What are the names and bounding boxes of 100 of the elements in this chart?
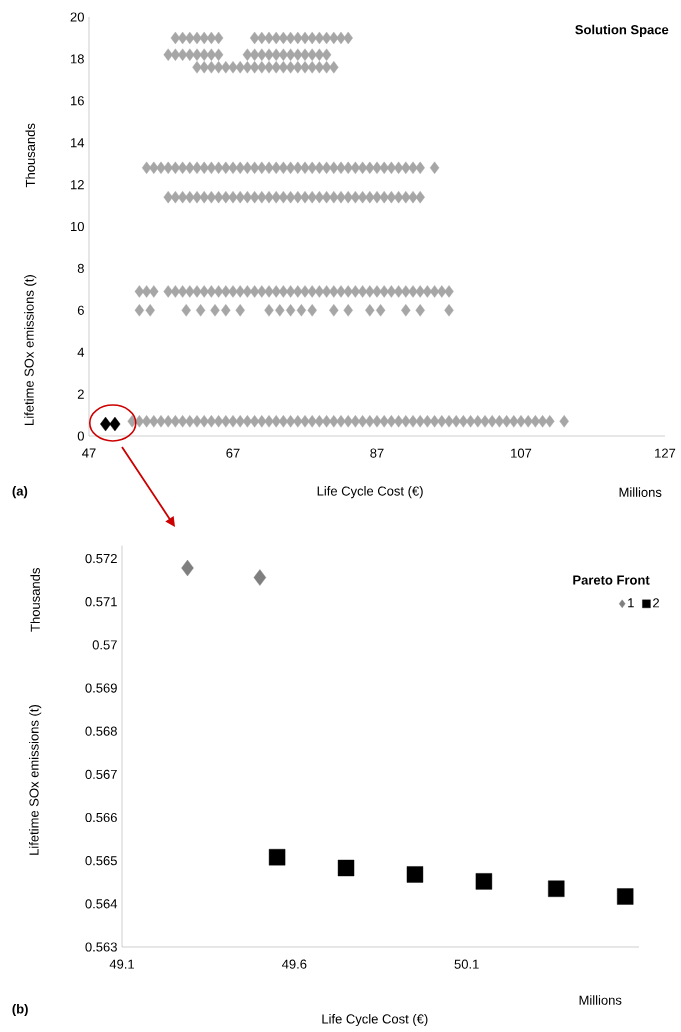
y-tick-label: 6	[77, 305, 84, 315]
point	[249, 190, 260, 204]
point	[213, 161, 224, 175]
y-tick-label: 14	[71, 138, 85, 148]
point	[145, 304, 155, 317]
point	[275, 304, 285, 317]
text: Solution Space	[575, 24, 669, 37]
point	[221, 61, 231, 74]
point	[249, 161, 260, 175]
point	[195, 304, 206, 317]
point	[293, 161, 303, 175]
point	[257, 31, 267, 45]
legend-label: 1	[628, 598, 634, 608]
point	[293, 61, 303, 74]
y-tick-label: 0.568	[85, 726, 117, 736]
y-tick-label: 0.564	[85, 899, 118, 909]
legend-title: Pareto Front	[573, 575, 650, 585]
point	[329, 285, 339, 298]
point	[257, 48, 267, 61]
point	[296, 304, 307, 317]
text: (b)	[12, 1003, 28, 1017]
point	[213, 31, 224, 45]
point	[401, 161, 411, 175]
x-tick-label: 49.6	[281, 959, 307, 969]
point	[357, 190, 368, 204]
point	[278, 161, 289, 175]
point	[170, 190, 181, 204]
x-axis-title: Life Cycle Cost (€)	[322, 1013, 428, 1027]
y-tick-label: 20	[70, 12, 84, 22]
point	[293, 31, 303, 45]
y-axis-title: Lifetime SOx emissions (t)	[29, 704, 42, 855]
point	[206, 161, 217, 175]
x-tick-label: 50.1	[454, 959, 479, 969]
point	[365, 285, 375, 298]
point	[365, 190, 375, 204]
point	[177, 190, 188, 204]
point	[221, 415, 231, 428]
point	[206, 190, 217, 204]
x-tick-label: 87	[370, 448, 384, 458]
point	[293, 415, 303, 428]
point	[249, 31, 260, 45]
point	[257, 61, 267, 74]
point	[444, 285, 454, 298]
point	[429, 161, 440, 175]
point	[408, 285, 418, 298]
point	[221, 285, 231, 298]
point	[415, 304, 425, 317]
y-tick-label: 16	[71, 96, 84, 106]
y-tick-label: 0.57	[92, 640, 117, 650]
y-tick-label: 0.563	[85, 942, 117, 952]
point	[357, 161, 368, 175]
y-tick-label: 12	[71, 180, 84, 190]
point	[329, 304, 339, 317]
y-tick-label: 0.571	[85, 597, 117, 607]
point	[473, 415, 483, 428]
text: Thousands	[25, 123, 36, 188]
x-tick-label: 67	[226, 448, 240, 458]
point	[149, 415, 159, 428]
point	[185, 415, 195, 428]
point	[321, 190, 332, 204]
point	[213, 190, 224, 204]
y-tick-label: 8	[77, 263, 84, 273]
point	[386, 190, 397, 204]
point	[293, 48, 303, 61]
point	[141, 161, 152, 175]
point	[185, 31, 195, 45]
y-axis-title: Lifetime SOx emissions (t)	[24, 275, 37, 425]
x-tick-label: 47	[82, 448, 96, 458]
point	[257, 190, 267, 204]
point	[181, 304, 191, 317]
point	[185, 285, 195, 298]
x-axis-title: Life Cycle Cost (€)	[317, 486, 423, 499]
point	[221, 304, 231, 317]
point	[185, 161, 195, 175]
point	[545, 415, 555, 428]
point	[293, 190, 303, 204]
point	[343, 304, 353, 317]
point	[242, 161, 253, 175]
point	[221, 161, 231, 175]
point	[365, 415, 375, 428]
point	[170, 161, 181, 175]
point	[285, 161, 296, 175]
point	[365, 161, 375, 175]
point	[257, 415, 267, 428]
y-tick-label: 0	[77, 431, 84, 441]
text: Thousands	[30, 568, 40, 632]
point	[329, 161, 339, 175]
y-tick-label: 2	[77, 389, 84, 399]
point	[257, 285, 267, 298]
point	[386, 161, 397, 175]
point	[415, 161, 425, 175]
point	[149, 161, 159, 175]
point	[293, 285, 303, 298]
point	[321, 31, 332, 45]
point	[278, 190, 289, 204]
point	[408, 190, 418, 204]
point	[437, 415, 447, 428]
point	[617, 888, 634, 905]
point	[242, 190, 253, 204]
point	[268, 849, 286, 866]
